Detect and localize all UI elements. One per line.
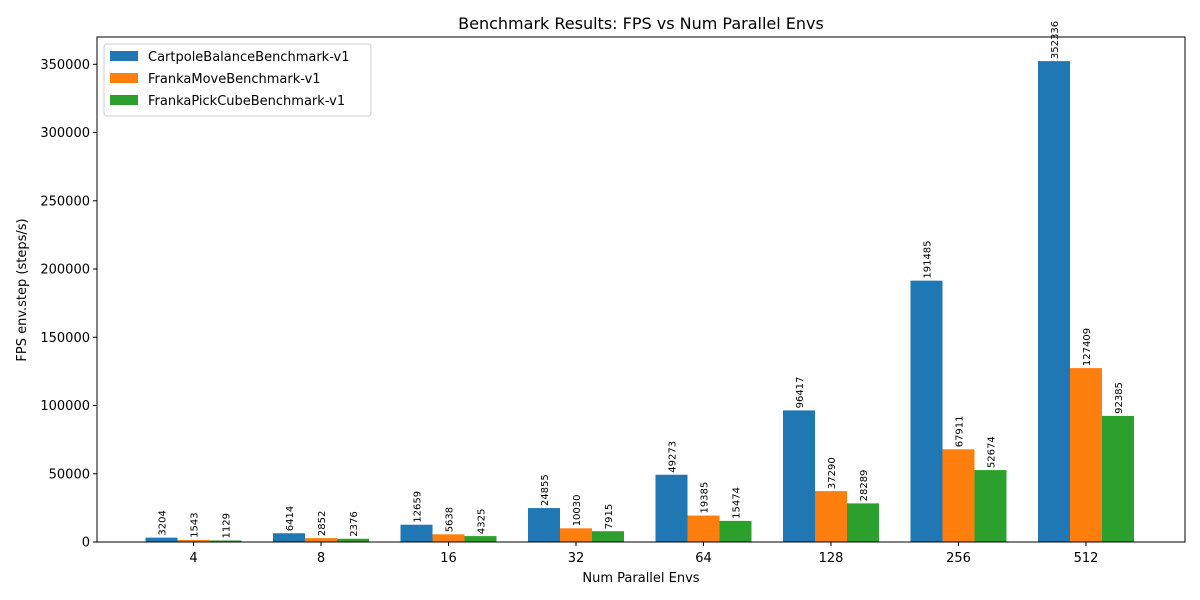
legend-swatch <box>110 95 138 105</box>
legend-label: FrankaPickCubeBenchmark-v1 <box>148 94 345 109</box>
data-label: 7915 <box>604 504 615 529</box>
bar <box>177 539 210 542</box>
axes: 0 50000 100000 150000 200000 250000 300000 3500… <box>40 36 1186 566</box>
data-label: 15474 <box>732 487 743 519</box>
legend-label: CartpoleBalanceBenchmark-v1 <box>148 50 350 65</box>
data-label: 67911 <box>955 415 966 447</box>
bar <box>783 410 815 542</box>
y-tick-label: 200000 <box>40 263 90 278</box>
legend-box <box>103 43 372 117</box>
bar <box>592 531 624 542</box>
bar <box>432 534 465 542</box>
legend-label: FrankaMoveBenchmark-v1 <box>148 72 321 87</box>
x-tick-label: 256 <box>946 551 971 566</box>
y-tick-label: 50000 <box>49 467 90 482</box>
data-label: 24855 <box>540 474 551 506</box>
bar <box>847 503 879 542</box>
plot-area: 3204 6414 12659 24855 49273 96417 191485 352336… <box>145 21 1134 542</box>
data-label: 49273 <box>668 441 679 473</box>
axes-frame <box>96 36 1186 543</box>
bar <box>1102 415 1134 542</box>
x-axis-label: Num Parallel Envs <box>582 571 699 586</box>
y-axis-label: FPS env.step (steps/s) <box>15 218 30 361</box>
data-label: 191485 <box>923 240 934 278</box>
data-label: 352336 <box>1050 21 1061 59</box>
bar <box>273 533 305 542</box>
y-tick-label: 300000 <box>40 126 90 141</box>
x-tick-label: 32 <box>568 551 585 566</box>
bar <box>560 528 592 542</box>
y-tick-label: 100000 <box>40 399 90 414</box>
data-label: 127409 <box>1082 328 1093 366</box>
data-label: 12659 <box>413 491 424 523</box>
data-label: 5638 <box>445 507 456 532</box>
data-label: 1129 <box>222 513 233 538</box>
bar <box>815 491 847 542</box>
chart-title: Benchmark Results: FPS vs Num Parallel E… <box>458 14 824 33</box>
bar <box>719 520 752 542</box>
data-label: 3204 <box>158 510 169 535</box>
x-tick-label: 4 <box>189 551 197 566</box>
bar <box>145 537 178 542</box>
x-tick-label: 128 <box>819 551 844 566</box>
bar <box>209 540 242 542</box>
bar <box>942 449 975 542</box>
bar <box>464 536 497 542</box>
data-label: 4325 <box>477 509 488 534</box>
bar <box>974 470 1007 542</box>
bar <box>1070 368 1102 542</box>
data-label: 2852 <box>317 511 328 536</box>
data-label: 10030 <box>572 494 583 526</box>
y-tick-label: 250000 <box>40 194 90 209</box>
bar <box>910 280 943 542</box>
x-tick-label: 512 <box>1074 551 1099 566</box>
bar <box>687 515 720 542</box>
y-tick-label: 350000 <box>40 58 90 73</box>
bar <box>528 508 560 542</box>
data-label: 92385 <box>1114 382 1125 414</box>
data-label: 1543 <box>190 512 201 537</box>
data-label: 2376 <box>349 511 360 536</box>
bar <box>655 474 688 542</box>
bar <box>305 538 337 542</box>
legend-swatch <box>110 73 138 83</box>
data-label: 37290 <box>827 457 838 489</box>
y-tick-label: 0 <box>82 536 90 551</box>
data-label: 28289 <box>859 470 870 502</box>
y-tick-label: 150000 <box>40 331 90 346</box>
data-label: 6414 <box>285 506 296 531</box>
legend-swatch <box>110 51 138 61</box>
bar <box>337 538 369 542</box>
data-label: 96417 <box>795 377 806 409</box>
data-label: 52674 <box>987 436 998 468</box>
data-label: 19385 <box>700 482 711 514</box>
bar <box>400 524 433 542</box>
x-tick-label: 64 <box>695 551 712 566</box>
legend: CartpoleBalanceBenchmark-v1 FrankaMoveBen… <box>103 43 372 117</box>
x-tick-label: 16 <box>440 551 457 566</box>
x-tick-label: 8 <box>317 551 325 566</box>
bar <box>1038 61 1070 542</box>
